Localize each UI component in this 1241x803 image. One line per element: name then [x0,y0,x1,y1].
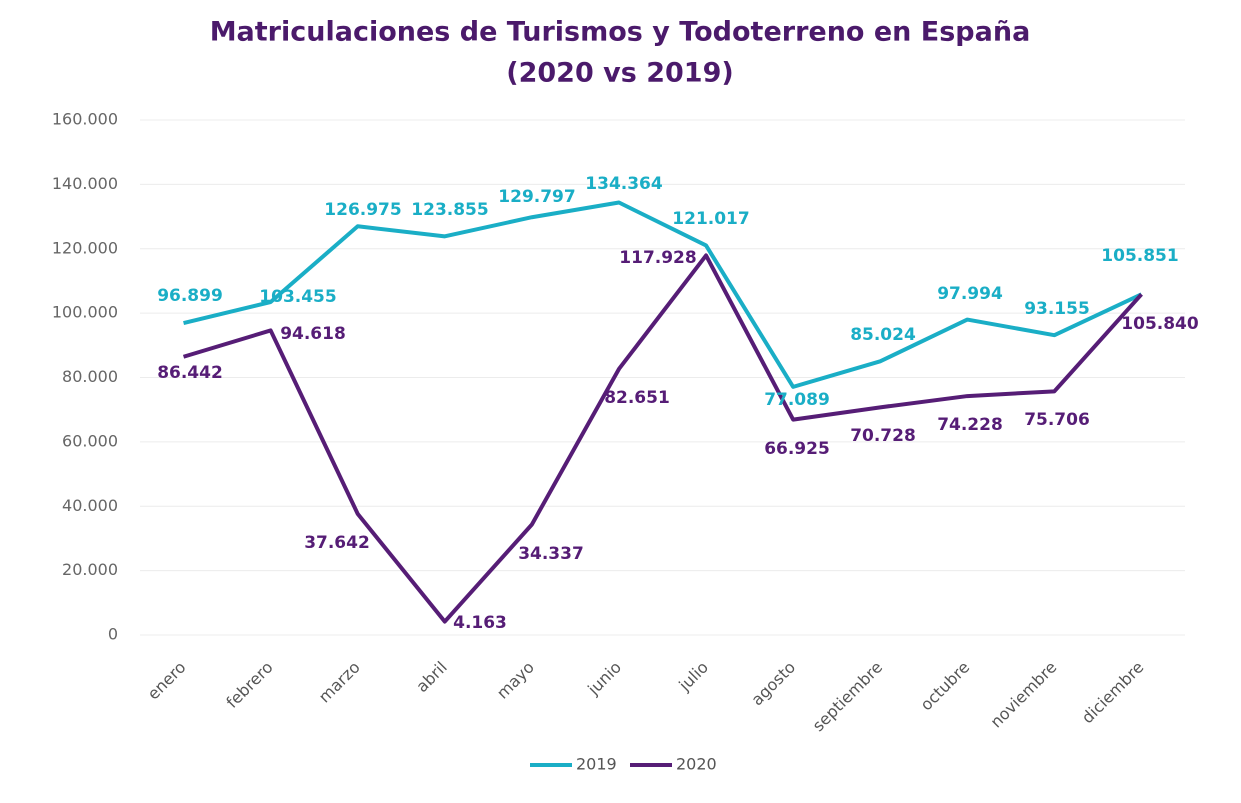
data-label: 103.455 [259,287,336,307]
data-label: 70.728 [850,426,916,446]
legend-label: 2019 [576,755,617,774]
x-tick-label: septiembre [809,658,887,736]
x-tick-label: junio [583,658,625,700]
x-tick-label: enero [144,658,190,704]
series-line [182,253,1143,624]
x-tick-label: agosto [747,658,799,710]
x-tick-label: diciembre [1078,658,1148,728]
x-tick-label: octubre [917,658,974,715]
data-label: 96.899 [157,286,223,306]
data-label: 37.642 [304,533,370,553]
y-tick-label: 100.000 [52,303,118,322]
data-label: 86.442 [157,363,223,383]
data-label: 121.017 [672,209,749,229]
data-label: 85.024 [850,325,916,345]
data-label: 123.855 [411,200,488,220]
data-label: 94.618 [280,324,346,344]
data-label: 66.925 [764,439,830,459]
y-tick-label: 0 [108,625,118,644]
series-line [183,200,1143,389]
data-label: 129.797 [498,187,575,207]
data-label: 117.928 [619,248,696,268]
data-label: 4.163 [453,613,507,633]
y-tick-label: 80.000 [62,367,118,386]
data-label: 105.851 [1101,246,1178,266]
data-label: 134.364 [585,174,663,194]
x-tick-label: noviembre [986,658,1060,732]
data-label: 105.840 [1121,314,1199,334]
legend-label: 2020 [676,755,717,774]
y-tick-label: 140.000 [52,174,118,193]
data-label: 34.337 [518,544,584,564]
y-tick-label: 60.000 [62,431,118,450]
data-label: 75.706 [1024,410,1090,430]
y-tick-label: 160.000 [52,110,118,129]
chart-title: Matriculaciones de Turismos y Todoterren… [210,17,1031,48]
y-tick-label: 120.000 [52,238,118,257]
x-tick-label: julio [674,658,712,696]
data-label: 93.155 [1024,299,1090,319]
data-label: 97.994 [937,284,1003,304]
data-label: 126.975 [324,200,401,220]
y-tick-label: 20.000 [62,560,118,579]
x-tick-label: febrero [222,658,276,712]
x-tick-label: abril [412,658,450,696]
y-tick-label: 40.000 [62,496,118,515]
chart-title: (2020 vs 2019) [506,58,733,89]
x-tick-label: mayo [493,658,538,703]
data-label: 74.228 [937,415,1003,435]
data-label: 82.651 [604,388,670,408]
data-label: 77.089 [764,390,830,410]
x-tick-label: marzo [315,658,364,707]
